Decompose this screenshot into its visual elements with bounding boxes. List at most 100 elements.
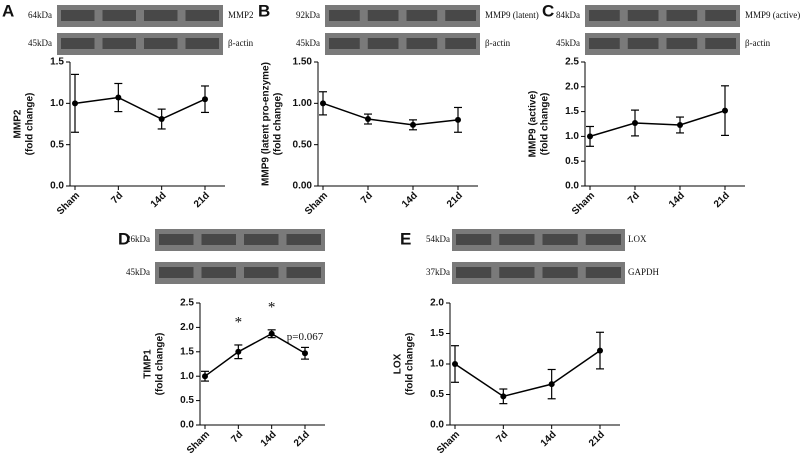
point	[72, 100, 78, 107]
panel-letter: E	[400, 229, 411, 248]
x-tick-label: 14d	[259, 429, 279, 449]
point	[677, 121, 683, 128]
y-tick-label: 0.0	[180, 420, 194, 431]
point	[722, 107, 728, 114]
blot-band	[329, 10, 360, 21]
blot-band	[102, 38, 136, 49]
blot-band	[159, 267, 194, 278]
y-axis-label: MMP2	[13, 109, 24, 138]
blot-band	[627, 10, 659, 21]
x-tick-label: 21d	[192, 190, 212, 210]
blot-band	[144, 10, 178, 21]
blot-label: MMP9 (latent)	[485, 10, 539, 20]
blot-band	[185, 10, 219, 21]
x-tick-label: 21d	[292, 429, 312, 449]
blot-band	[367, 38, 399, 49]
line	[589, 109, 726, 138]
y-tick-label: 0.0	[50, 181, 64, 192]
blot-size: 45kDa	[556, 38, 580, 48]
blot-band	[329, 38, 360, 49]
blot	[57, 5, 223, 27]
y-tick-label: 0.5	[50, 139, 64, 150]
panel-letter: D	[118, 229, 130, 248]
x-tick-label: 14d	[667, 190, 687, 210]
y-tick-label: 2.0	[180, 322, 194, 333]
blot-band	[286, 267, 321, 278]
blot-band	[666, 38, 698, 49]
point	[158, 116, 165, 123]
blot-band	[102, 10, 136, 21]
annotation: p=0.067	[287, 331, 324, 343]
panel-letter: A	[2, 1, 14, 20]
blot-band	[589, 38, 620, 49]
blot-band	[159, 234, 194, 245]
blot-label: MMP9 (active)	[745, 10, 800, 20]
point	[452, 361, 458, 367]
x-tick-label: Sham	[570, 190, 597, 217]
panel-letter: B	[258, 1, 270, 20]
blot-band	[589, 10, 620, 21]
blot-band	[627, 38, 659, 49]
y-axis-label: (fold change)	[273, 93, 284, 156]
blot	[325, 33, 480, 55]
y-tick-label: 2.0	[430, 298, 444, 309]
y-tick-label: 1.0	[430, 359, 444, 370]
blot-band	[445, 10, 476, 21]
blot-label: β-actin	[485, 38, 511, 48]
point	[410, 121, 416, 128]
y-tick-label: 1.50	[293, 57, 313, 68]
point	[632, 120, 638, 127]
blot-size: 84kDa	[556, 10, 580, 20]
blot-size: 45kDa	[28, 38, 52, 48]
line	[322, 102, 459, 126]
blot	[155, 229, 325, 251]
blot-size: 54kDa	[426, 234, 450, 244]
blot	[325, 5, 480, 27]
blot-size: 45kDa	[296, 38, 320, 48]
blot-size: 92kDa	[296, 10, 320, 20]
blot-label: β-actin	[228, 38, 254, 48]
x-tick-label: 14d	[400, 190, 420, 210]
y-tick-label: 2.5	[565, 57, 579, 68]
point	[202, 96, 208, 103]
blot-band	[542, 234, 578, 245]
x-tick-label: 7d	[359, 190, 375, 206]
x-tick-label: 7d	[626, 190, 642, 206]
blot-band	[201, 267, 236, 278]
blot-band	[585, 234, 621, 245]
blot-band	[201, 234, 236, 245]
blot-band	[499, 234, 535, 245]
y-tick-label: 1.0	[50, 98, 64, 109]
blot	[155, 262, 325, 284]
x-tick-label: Sham	[55, 190, 82, 217]
y-axis-label: TIMP1	[143, 349, 154, 379]
blot-band	[585, 267, 621, 278]
point	[202, 373, 208, 380]
y-tick-label: 1.5	[430, 328, 444, 339]
y-tick-label: 0.5	[180, 395, 194, 406]
blot-band	[666, 10, 698, 21]
y-tick-label: 0.00	[293, 181, 313, 192]
blot-label: LOX	[628, 234, 647, 244]
x-tick-label: 7d	[494, 429, 510, 445]
blot-band	[244, 267, 279, 278]
x-tick-label: 21d	[445, 190, 465, 210]
point	[302, 350, 308, 357]
x-tick-label: 21d	[712, 190, 732, 210]
blot	[452, 229, 625, 251]
y-axis-label: (fold change)	[155, 333, 166, 396]
y-axis-label: (fold change)	[25, 93, 36, 156]
blot-band	[445, 38, 476, 49]
y-tick-label: 1.0	[180, 371, 194, 382]
y-tick-label: 0.0	[565, 181, 579, 192]
point	[500, 393, 507, 400]
y-tick-label: 1.5	[50, 57, 64, 68]
y-tick-label: 2.5	[180, 298, 194, 309]
point	[268, 330, 275, 337]
y-axis-label: MMP9 (active)	[528, 91, 539, 158]
blot-size: 45kDa	[126, 267, 150, 277]
blot-band	[61, 10, 95, 21]
blot-label: GAPDH	[628, 267, 660, 277]
blot-band	[185, 38, 219, 49]
point	[548, 381, 555, 388]
